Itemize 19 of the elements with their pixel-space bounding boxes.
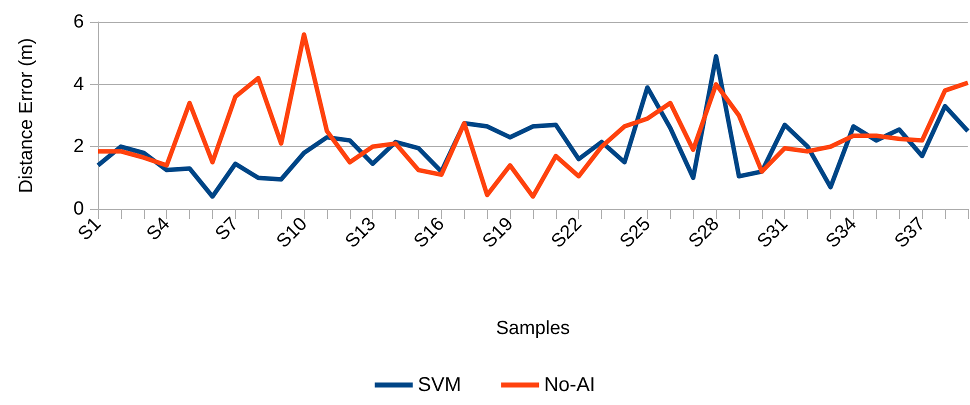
x-axis-title: Samples <box>496 318 570 339</box>
x-tick-label: S37 <box>890 214 930 252</box>
x-tick-label: S4 <box>142 214 174 245</box>
x-tick-label: S16 <box>410 214 449 252</box>
x-tick-label: S22 <box>547 214 586 252</box>
x-tick-label: S13 <box>341 214 380 252</box>
y-tick-label: 4 <box>73 74 84 95</box>
legend-label: No-AI <box>544 374 596 396</box>
x-tick-label: S7 <box>211 214 243 245</box>
y-axis-title: Distance Error (m) <box>16 38 37 194</box>
x-tick-label: S31 <box>753 214 792 252</box>
y-tick-label: 6 <box>73 12 84 32</box>
x-tick-label: S19 <box>478 214 518 252</box>
x-tick-label: S28 <box>684 214 724 252</box>
x-tick-label: S10 <box>272 214 312 252</box>
x-tick-label: S25 <box>616 214 655 252</box>
legend-label: SVM <box>418 374 462 396</box>
x-tick-label: S34 <box>822 214 861 252</box>
y-tick-label: 2 <box>73 136 84 158</box>
